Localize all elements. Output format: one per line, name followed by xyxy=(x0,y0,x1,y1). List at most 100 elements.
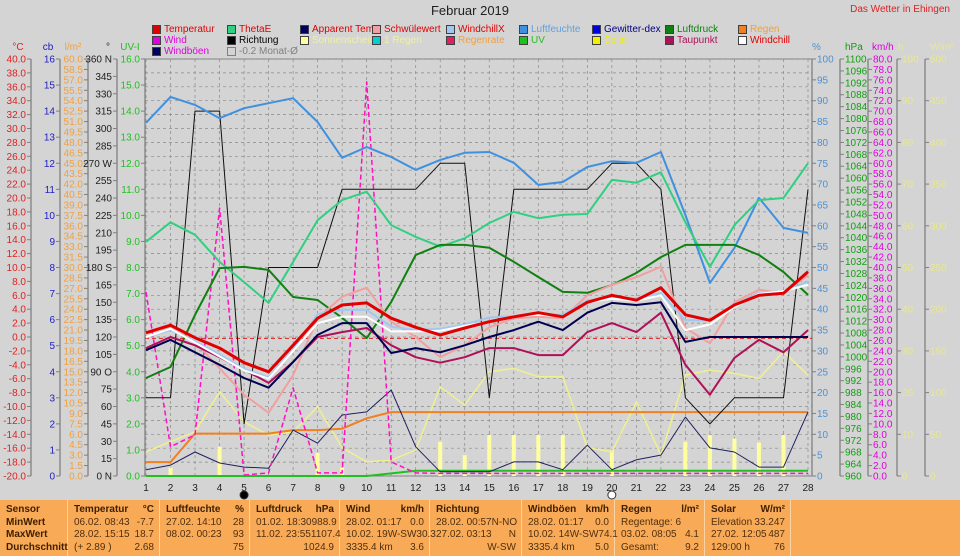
cell-label: Gesamt: xyxy=(621,541,659,553)
table-header: Richtung xyxy=(436,504,516,517)
axis-tick-label: 22.0 xyxy=(7,180,27,191)
axis-tick-label: 996 xyxy=(845,364,862,375)
cell-label: (+ 2.89 ) xyxy=(74,541,112,553)
x-tick-label: 24 xyxy=(704,483,716,494)
axis-tick-label: 300 xyxy=(95,124,112,135)
axis-tick-label: 100 xyxy=(902,55,919,66)
axis-tick-label: 2.0 xyxy=(12,319,26,330)
axis-tick-label: 12.0 xyxy=(121,159,141,170)
column-unit: W/m² xyxy=(760,504,785,515)
axis-tick-label: 16.0 xyxy=(7,221,27,232)
table-row: 27.02. 03:13 N xyxy=(436,529,516,542)
axis-tick-label: 37.5 xyxy=(64,211,84,222)
axis-tick-label: 34.5 xyxy=(64,232,84,243)
axis-tick-label: 1056 xyxy=(845,186,868,197)
x-tick-label: 19 xyxy=(582,483,594,494)
legend-swatch-icon xyxy=(227,36,236,45)
axis-tick-label: 345 xyxy=(95,72,112,83)
axis-tick-label: 1028 xyxy=(845,269,868,280)
axis-tick-label: 400 xyxy=(930,138,947,149)
table-column-wind: Wind km/h 28.02. 01:17 0.0 10.02. 19W-SW 30.3… xyxy=(340,500,436,556)
series-luftdruck xyxy=(145,243,809,379)
column-title: Windböen xyxy=(528,504,577,515)
axis-tick-label: 76.0 xyxy=(873,75,893,86)
axis-tick-label: 60 xyxy=(902,221,914,232)
x-tick-label: 27 xyxy=(778,483,790,494)
axis-tick-label: 95 xyxy=(817,75,829,86)
cell-value: N xyxy=(508,529,516,540)
full-moon-icon xyxy=(607,490,617,500)
axis-tick-label: 90 xyxy=(817,96,829,107)
axis-tick-label: 6 xyxy=(49,315,55,326)
axis-tick-label: 1008 xyxy=(845,329,868,340)
axis-tick-label: 60.0 xyxy=(64,55,84,66)
axis-tick-label: 5.0 xyxy=(126,341,140,352)
axis-tick-label: 25.5 xyxy=(64,294,84,305)
x-tick-label: 5 xyxy=(241,483,247,494)
axis-tick-label: 1092 xyxy=(845,78,868,89)
axis-tick-label: 960 xyxy=(845,472,862,483)
axis-tick-label: 11 xyxy=(45,185,56,196)
axis-unit-label: UV-I xyxy=(120,42,139,53)
table-row: 10.02. 19W-SW 30.3 xyxy=(346,529,436,542)
row-label: MinWert xyxy=(6,517,62,530)
x-tick-label: 13 xyxy=(435,483,447,494)
axis-tick-label: 32.0 xyxy=(7,110,27,121)
cell-label: 01.02. 18:30 xyxy=(256,516,312,528)
axis-tick-label: 60 xyxy=(101,402,113,413)
table-row: 27.02. 12:05 487 xyxy=(711,529,785,542)
axis-tick-label: -12.0 xyxy=(3,416,26,427)
axis-tick-label: 26.0 xyxy=(873,336,893,347)
column-unit: km/h xyxy=(585,504,609,515)
legend-item: 1 Regen xyxy=(372,35,422,46)
axis-tick-label: 4.0 xyxy=(12,305,26,316)
axis-tick-label: 350 xyxy=(930,180,947,191)
axis-tick-label: -4.0 xyxy=(9,360,27,371)
axis-tick-label: -20.0 xyxy=(3,472,26,483)
x-tick-label: 22 xyxy=(655,483,667,494)
axis-tick-label: 20.0 xyxy=(873,367,893,378)
series-luftfeuchte xyxy=(145,95,809,284)
table-row: 03.02. 08:05 4.1 xyxy=(621,529,699,542)
axis-tick-label: 6.0 xyxy=(873,440,887,451)
cell-value: 93 xyxy=(232,529,244,540)
site-title: Das Wetter in Ehingen xyxy=(850,4,950,15)
cell-label: 28.02. 01:17 xyxy=(528,516,584,528)
axis-tick-label: 1004 xyxy=(845,340,868,351)
axis-tick-label: 1100 xyxy=(845,55,867,66)
series-solar xyxy=(145,350,809,463)
axis-tick-label: 10.0 xyxy=(7,263,27,274)
axis-tick-label: 330 xyxy=(95,89,112,100)
table-header: Luftdruck hPa xyxy=(256,504,334,517)
axis-tick-label: 42.0 xyxy=(873,253,893,264)
axis-tick-label: 8.0 xyxy=(12,277,26,288)
axis-tick-label: 14.0 xyxy=(873,399,893,410)
legend-label: Sonnenschein xyxy=(312,35,376,46)
axis-tick-label: 46.0 xyxy=(873,232,893,243)
axis-tick-label: 1016 xyxy=(845,305,868,316)
cell-value: 9.2 xyxy=(685,541,699,553)
axis-tick-label: 6.0 xyxy=(12,291,26,302)
cell-value: 76 xyxy=(773,541,785,553)
axis-tick-label: 38.0 xyxy=(7,68,27,79)
cell-value: W-SW xyxy=(487,541,516,553)
axis-unit-label: km/h xyxy=(872,42,894,53)
axis-tick-label: 255 xyxy=(95,176,112,187)
weather-chart: °C -20.0 -18.0 -16.0 -14.0 -12.0 -10.0 -8.0 -6.0… xyxy=(3,42,955,500)
sunshine-bar xyxy=(487,435,492,476)
column-unit: l/m² xyxy=(681,504,699,515)
axis-tick-label: 6.0 xyxy=(69,430,83,441)
axis-tick-label: 60.0 xyxy=(873,159,893,170)
column-unit: % xyxy=(235,504,244,515)
sunshine-bar xyxy=(732,438,737,476)
x-tick-label: 9 xyxy=(339,483,345,494)
table-row: 11.02. 23:55 1107.4 xyxy=(256,529,341,542)
table-row: 28.02. 00:57 N-NO xyxy=(436,517,517,530)
legend-item: Regen xyxy=(738,24,779,35)
axis-tick-label: 25 xyxy=(817,367,829,378)
axis-tick-label: 5 xyxy=(49,341,55,352)
legend-swatch-icon xyxy=(152,47,161,56)
axis-tick-label: 0.0 xyxy=(69,472,83,483)
axis-tick-label: -10.0 xyxy=(3,402,26,413)
axis-tick-label: 48.0 xyxy=(64,138,84,149)
